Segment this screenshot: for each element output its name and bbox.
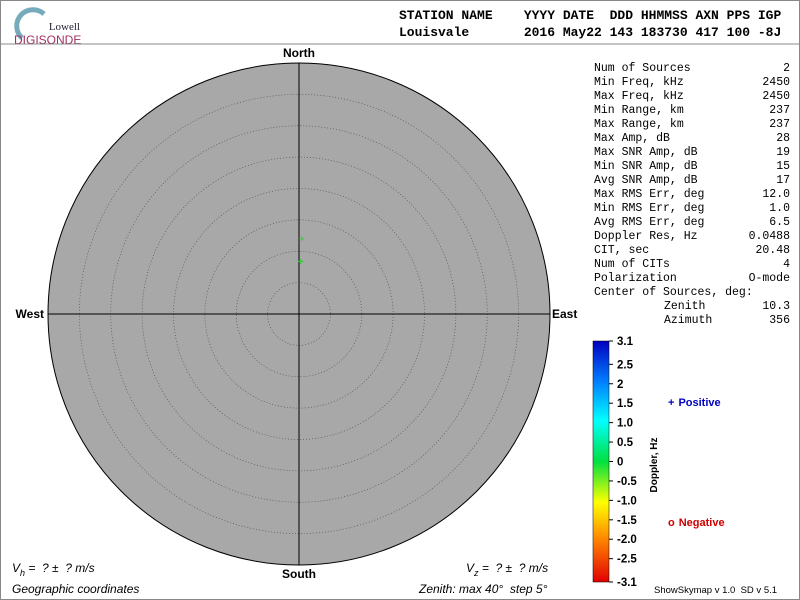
colorbar-tick-label: -2.5 (617, 554, 637, 566)
legend-negative-symbol: o (668, 517, 675, 529)
colorbar-ticks: 3.1 2.5 2 1.5 1.0 0.5 0 -0.5 -1.0 -1.5 -2.0 -2.5 -3.… (609, 336, 637, 589)
colorbar-tick-label: 2 (617, 379, 623, 391)
stat-value: 15 (776, 160, 790, 173)
stat-value: 4 (783, 258, 790, 271)
colorbar-tick-label: 0 (617, 457, 623, 469)
legend-negative: o Negative (668, 517, 725, 529)
colorbar-tick-label: -2.0 (617, 534, 637, 546)
colorbar-tick-label: -0.5 (617, 476, 637, 488)
vh-symbol: V (12, 561, 21, 575)
skymap-plot (47, 62, 551, 566)
stat-label: Max Amp, dB (594, 132, 670, 145)
source-marker (299, 236, 305, 242)
colorbar-tick-label: 3.1 (617, 336, 634, 348)
zenith-text: Zenith: max 40° step 5° (418, 582, 548, 596)
stat-value: 2450 (762, 90, 790, 103)
stat-label: Min Freq, kHz (594, 76, 684, 89)
version-text: ShowSkymap v 1.0 SD v 5.1 (654, 585, 777, 596)
legend-positive: + Positive (668, 397, 721, 409)
stat-label: Max RMS Err, deg (594, 188, 704, 201)
stat-value: O-mode (749, 272, 791, 285)
stats-panel: Num of Sources 2 Min Freq, kHz 2450 Max Freq… (594, 62, 790, 327)
vh-value: = ? ± ? m/s (25, 561, 95, 575)
legend-positive-symbol: + (668, 397, 674, 409)
colorbar-tick-label: 2.5 (617, 359, 634, 371)
coords-text: Geographic coordinates (12, 582, 139, 596)
stat-value: 6.5 (769, 216, 790, 229)
stat-value: 1.0 (769, 202, 790, 215)
stat-value: 20.48 (755, 244, 790, 257)
vz-value: = ? ± ? m/s (479, 561, 549, 575)
legend-negative-text: Negative (679, 517, 725, 529)
colorbar-tick-label: 1.5 (617, 398, 634, 410)
stat-value: 237 (769, 118, 790, 131)
south-label: South (282, 567, 316, 581)
source-marker (298, 258, 304, 264)
stat-label: Max SNR Amp, dB (594, 146, 698, 159)
zenith-mid: ° step (498, 582, 535, 596)
stat-label: Doppler Res, Hz (594, 230, 698, 243)
header-labels: STATION NAME YYYY DATE DDD HHMMSS AXN PP… (399, 8, 781, 23)
colorbar-title: Doppler, Hz (649, 437, 660, 492)
east-label: East (552, 307, 577, 321)
center-azimuth-label: Azimuth (664, 314, 712, 327)
stat-label: Num of Sources (594, 62, 691, 75)
vh-sub: h (20, 568, 25, 578)
stat-value: 17 (776, 174, 790, 187)
stat-value: 0.0488 (749, 230, 791, 243)
stat-value: 19 (776, 146, 790, 159)
legend-positive-text: Positive (678, 397, 720, 409)
vz-sub: z (473, 568, 479, 578)
stat-label: Max Range, km (594, 118, 684, 131)
logo-top: Lowell (49, 21, 80, 33)
center-title: Center of Sources, deg: (594, 286, 753, 299)
stat-label: Min RMS Err, deg (594, 202, 704, 215)
stat-label: Avg SNR Amp, dB (594, 174, 698, 187)
north-label: North (283, 46, 315, 60)
colorbar-tick-label: -1.0 (617, 495, 637, 507)
logo-bottom: DIGISONDE (14, 33, 81, 47)
stat-value: 2 (783, 62, 790, 75)
stat-value: 237 (769, 104, 790, 117)
stat-label: Max Freq, kHz (594, 90, 684, 103)
colorbar-tick-label: 0.5 (617, 437, 634, 449)
stat-label: Min SNR Amp, dB (594, 160, 698, 173)
vz-text: Vz = ? ± ? m/s (466, 561, 548, 578)
colorbar-tick-label: -3.1 (617, 577, 637, 589)
zenith-prefix: Zenith: max (418, 582, 485, 596)
zenith-step: 5 (536, 582, 543, 596)
colorbar-tick-label: -1.5 (617, 515, 637, 527)
stat-value: 28 (776, 132, 790, 145)
west-label: West (16, 307, 44, 321)
header-values: Louisvale 2016 May22 143 183730 417 100 … (399, 25, 781, 40)
logo-arc (14, 7, 46, 40)
stat-label: Num of CITs (594, 258, 670, 271)
center-zenith-value: 10.3 (762, 300, 790, 313)
stat-value: 12.0 (762, 188, 790, 201)
colorbar (592, 340, 610, 583)
center-zenith-label: Zenith (664, 300, 705, 313)
stat-value: 2450 (762, 76, 790, 89)
vh-text: Vh = ? ± ? m/s (12, 561, 95, 578)
stat-label: Avg RMS Err, deg (594, 216, 704, 229)
vz-symbol: V (466, 561, 475, 575)
stat-label: CIT, sec (594, 244, 649, 257)
stat-label: Min Range, km (594, 104, 684, 117)
zenith-max: 40 (485, 582, 499, 596)
zenith-suffix: ° (543, 582, 548, 596)
stat-label: Polarization (594, 272, 677, 285)
center-azimuth-value: 356 (769, 314, 790, 327)
colorbar-tick-label: 1.0 (617, 418, 633, 430)
